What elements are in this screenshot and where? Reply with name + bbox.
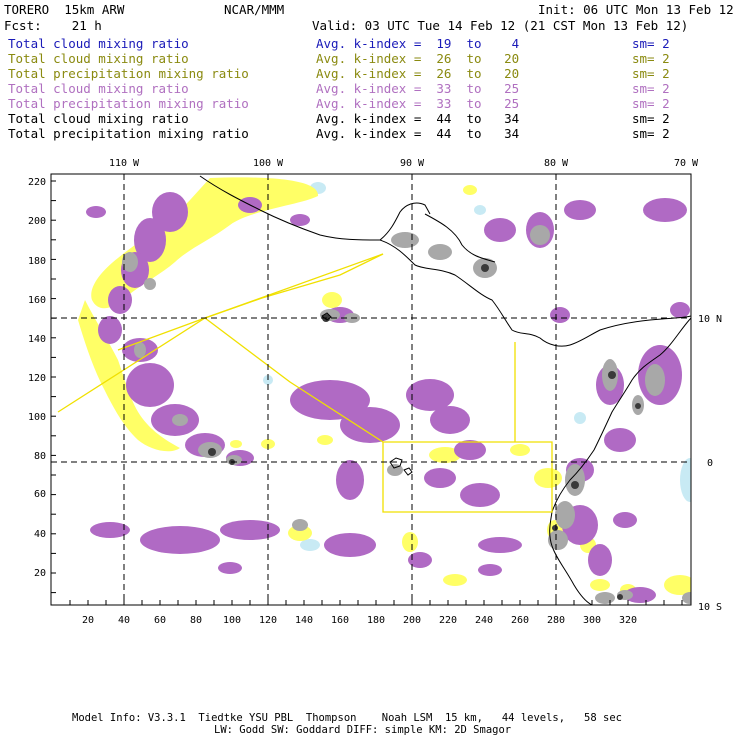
map-frame-border [50,173,692,606]
x-tick-label: 220 [439,615,457,626]
lat-label: 10 S [698,602,722,613]
x-tick-label: 200 [403,615,421,626]
legend-sm: sm= 2 [632,36,670,51]
legend-sm: sm= 2 [632,96,670,111]
y-tick-label: 220 [28,177,46,188]
lon-label: 110 W [109,158,140,169]
x-tick-label: 100 [223,615,241,626]
valid-time: Valid: 03 UTC Tue 14 Feb 12 (21 CST Mon … [312,18,689,33]
y-tick-label: 180 [28,256,46,267]
init-time: Init: 06 UTC Mon 13 Feb 12 [538,2,734,17]
y-tick-marks [51,180,56,594]
light-blue-patches [263,182,691,551]
y-tick-label: 20 [34,568,46,579]
x-tick-labels: 20 40 60 80 100 120 140 160 180 200 220 … [82,615,637,626]
y-tick-label: 160 [28,295,46,306]
legend-index: Avg. k-index = 26 to 20 [316,66,520,81]
map-fields [51,174,691,605]
x-tick-label: 160 [331,615,349,626]
legend-index: Avg. k-index = 44 to 34 [316,126,520,141]
legend-sm: sm= 2 [632,126,670,141]
coastlines [199,175,691,605]
legend-index: Avg. k-index = 33 to 25 [316,96,520,111]
legend-sm: sm= 2 [632,111,670,126]
legend-field: Total precipitation mixing ratio [8,96,249,111]
center-label: NCAR/MMM [224,2,285,17]
lon-label: 70 W [674,158,699,169]
model-info-line: Model Info: V3.3.1 Tiedtke YSU PBL Thomp… [72,712,622,724]
y-tick-label: 120 [28,373,46,384]
legend-field: Total cloud mixing ratio [8,81,189,96]
x-tick-label: 300 [583,615,601,626]
lon-label: 90 W [400,158,425,169]
y-tick-label: 60 [34,489,46,500]
lon-label: 80 W [544,158,569,169]
x-tick-marks [69,600,683,605]
lat-label: 10 N [698,314,722,325]
physics-info-line: LW: Godd SW: Goddard DIFF: simple KM: 2D… [214,724,512,736]
legend-field: Total precipitation mixing ratio [8,66,249,81]
x-tick-label: 180 [367,615,385,626]
y-tick-label: 40 [34,529,46,540]
y-tick-label: 100 [28,412,46,423]
x-tick-label: 80 [190,615,202,626]
legend-index: Avg. k-index = 26 to 20 [316,51,520,66]
legend-index: Avg. k-index = 44 to 34 [316,111,520,126]
forecast-hour: Fcst: 21 h [4,18,102,33]
legend-sm: sm= 2 [632,66,670,81]
x-tick-label: 240 [475,615,493,626]
legend-index: Avg. k-index = 19 to 4 [316,36,520,51]
y-tick-label: 200 [28,216,46,227]
y-tick-labels: 220 200 180 160 140 120 100 80 60 40 20 [28,177,46,579]
lat-lon-gridlines [51,174,691,605]
x-tick-label: 260 [511,615,529,626]
legend-field: Total cloud mixing ratio [8,111,189,126]
y-tick-label: 80 [34,451,46,462]
x-tick-label: 20 [82,615,94,626]
x-tick-label: 280 [547,615,565,626]
legend-sm: sm= 2 [632,51,670,66]
lon-label: 100 W [253,158,284,169]
x-tick-label: 40 [118,615,130,626]
legend-field: Total precipitation mixing ratio [8,126,249,141]
x-tick-label: 120 [259,615,277,626]
x-tick-label: 320 [619,615,637,626]
legend-sm: sm= 2 [632,81,670,96]
legend-field: Total cloud mixing ratio [8,36,189,51]
y-tick-label: 140 [28,334,46,345]
legend-index: Avg. k-index = 33 to 25 [316,81,520,96]
x-tick-label: 140 [295,615,313,626]
legend-field: Total cloud mixing ratio [8,51,189,66]
x-tick-label: 60 [154,615,166,626]
model-title: TORERO 15km ARW [4,2,125,17]
lat-label: 0 [707,458,713,469]
